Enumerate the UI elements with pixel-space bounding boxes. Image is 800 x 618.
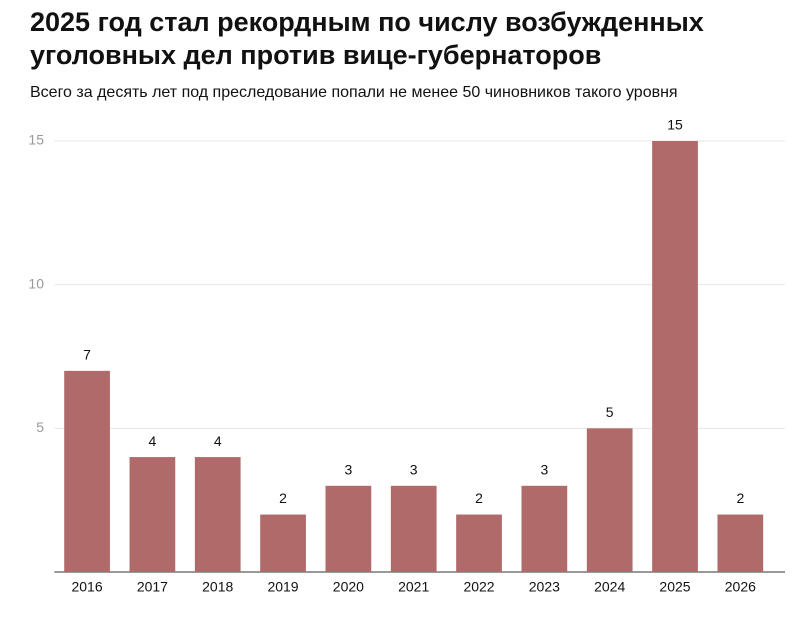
value-label: 2 (279, 490, 287, 506)
bar (129, 457, 176, 572)
x-tick-label: 2024 (594, 579, 625, 595)
bar (521, 485, 568, 572)
value-label: 4 (214, 433, 222, 449)
y-tick-label: 5 (36, 419, 44, 435)
value-label: 3 (344, 462, 352, 478)
x-tick-label: 2017 (137, 579, 168, 595)
x-tick-label: 2018 (202, 579, 233, 595)
value-label: 4 (148, 433, 156, 449)
x-tick-label: 2020 (333, 579, 364, 595)
value-label: 5 (606, 404, 614, 420)
bar (260, 514, 306, 572)
bar (390, 485, 437, 572)
value-label: 3 (410, 462, 418, 478)
value-label: 3 (540, 462, 548, 478)
bar (194, 457, 241, 572)
bar (717, 514, 764, 572)
value-label: 15 (667, 117, 683, 133)
x-tick-label: 2019 (267, 579, 298, 595)
y-tick-label: 15 (28, 132, 44, 148)
bar (456, 514, 502, 572)
x-tick-label: 2016 (71, 579, 102, 595)
bar (325, 485, 372, 572)
chart-title: 2025 год стал рекордным по числу возбужд… (30, 7, 704, 70)
x-tick-label: 2022 (463, 579, 494, 595)
chart-subtitle: Всего за десять лет под преследование по… (30, 84, 678, 101)
bar (652, 141, 698, 572)
x-tick-label: 2023 (529, 579, 560, 595)
x-tick-label: 2025 (659, 579, 690, 595)
x-tick-label: 2026 (725, 579, 756, 595)
bar (64, 370, 110, 572)
x-tick-label: 2021 (398, 579, 429, 595)
value-label: 2 (736, 490, 744, 506)
y-tick-label: 10 (28, 275, 44, 291)
bar (586, 428, 633, 572)
value-label: 7 (83, 347, 91, 363)
value-label: 2 (475, 490, 483, 506)
